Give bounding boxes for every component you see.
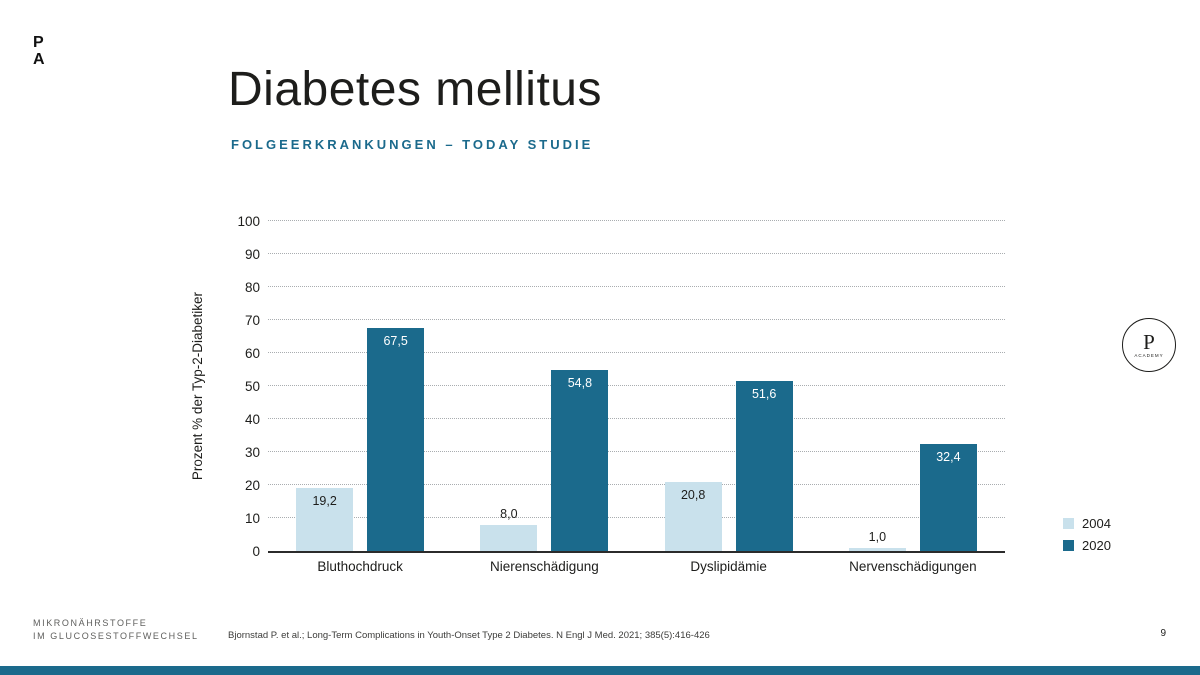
bar-value-label: 67,5 bbox=[383, 334, 408, 349]
bar-2004: 8,0 bbox=[480, 507, 538, 551]
badge-word: ACADEMY bbox=[1134, 353, 1164, 358]
bar-value-label: 19,2 bbox=[312, 493, 337, 508]
plot-area: 19,2 67,5 8,0 54,8 20,8 51,6 1,0 32,4 bbox=[268, 220, 1005, 553]
y-axis-title: Prozent % der Typ-2-Diabetiker bbox=[186, 221, 208, 551]
y-tick-label: 20 bbox=[244, 478, 260, 493]
bar-group: 20,8 51,6 bbox=[637, 221, 821, 551]
legend-swatch bbox=[1063, 540, 1074, 551]
legend-label: 2020 bbox=[1082, 538, 1111, 553]
y-tick-label: 50 bbox=[244, 379, 260, 394]
academy-badge-logo: P ACADEMY bbox=[1122, 318, 1176, 372]
y-tick-label: 0 bbox=[252, 544, 260, 559]
pa-logo: P A bbox=[33, 34, 45, 68]
gridline bbox=[268, 253, 1005, 254]
y-axis-title-text: Prozent % der Typ-2-Diabetiker bbox=[189, 291, 205, 481]
pa-logo-letter-a: A bbox=[33, 51, 46, 68]
legend-swatch bbox=[1063, 518, 1074, 529]
category-label: Nierenschädigung bbox=[489, 559, 599, 574]
category-label: Dyslipidämie bbox=[690, 559, 767, 574]
y-tick-label: 70 bbox=[244, 313, 260, 328]
badge-letter: P bbox=[1143, 330, 1155, 354]
page-number: 9 bbox=[1160, 628, 1166, 639]
y-tick-label: 10 bbox=[244, 511, 260, 526]
y-tick-label: 100 bbox=[237, 214, 260, 229]
bar-value-label: 8,0 bbox=[500, 506, 518, 521]
legend-item-2004: 2004 bbox=[1063, 516, 1111, 531]
gridline bbox=[268, 517, 1005, 518]
bar-value-label: 32,4 bbox=[936, 450, 961, 465]
pa-logo-letter-p: P bbox=[33, 34, 45, 51]
gridline bbox=[268, 451, 1005, 452]
y-tick-label: 60 bbox=[244, 346, 260, 361]
bar-2004: 20,8 bbox=[664, 482, 722, 551]
bar-group: 8,0 54,8 bbox=[452, 221, 636, 551]
bar-value-label: 20,8 bbox=[680, 488, 706, 503]
bar-2004: 1,0 bbox=[848, 530, 906, 551]
chart-legend: 2004 2020 bbox=[1063, 516, 1111, 553]
bar-2020: 32,4 bbox=[919, 444, 977, 551]
y-tick-label: 90 bbox=[244, 247, 260, 262]
gridline bbox=[268, 418, 1005, 419]
y-tick-label: 40 bbox=[244, 412, 260, 427]
y-tick-label: 80 bbox=[244, 280, 260, 295]
bar-group: 1,0 32,4 bbox=[821, 221, 1005, 551]
footer-series-line2: IM GLUCOSESTOFFWECHSEL bbox=[33, 631, 199, 641]
footer-series-title: MIKRONÄHRSTOFFE IM GLUCOSESTOFFWECHSEL bbox=[33, 617, 199, 643]
gridline bbox=[268, 220, 1005, 221]
gridline bbox=[268, 352, 1005, 353]
gridline bbox=[268, 319, 1005, 320]
citation: Bjornstad P. et al.; Long-Term Complicat… bbox=[228, 630, 710, 641]
footer-series-line1: MIKRONÄHRSTOFFE bbox=[33, 618, 148, 628]
bar-group: 19,2 67,5 bbox=[268, 221, 452, 551]
bar-value-label: 1,0 bbox=[868, 529, 887, 544]
y-axis-ticks: 0 10 20 30 40 50 60 70 80 90 100 bbox=[214, 214, 260, 559]
legend-label: 2004 bbox=[1082, 516, 1111, 531]
bar-2020: 67,5 bbox=[367, 328, 425, 551]
gridline bbox=[268, 484, 1005, 485]
gridline bbox=[268, 385, 1005, 386]
slide-subtitle: FOLGEERKRANKUNGEN – TODAY STUDIE bbox=[231, 137, 594, 152]
x-axis-labels: Bluthochdruck Nierenschädigung Dyslipidämi… bbox=[268, 559, 1005, 574]
bar-2004: 19,2 bbox=[296, 487, 354, 551]
gridline bbox=[268, 286, 1005, 287]
bottom-accent-bar bbox=[0, 666, 1200, 675]
legend-item-2020: 2020 bbox=[1063, 538, 1111, 553]
category-label: Nervenschädigungen bbox=[849, 559, 977, 574]
slide-title: Diabetes mellitus bbox=[228, 63, 602, 116]
bar-value-label: 54,8 bbox=[567, 376, 593, 391]
bar-2020: 54,8 bbox=[551, 370, 609, 551]
category-label: Bluthochdruck bbox=[317, 559, 403, 574]
bar-value-label: 51,6 bbox=[751, 386, 777, 401]
y-tick-label: 30 bbox=[244, 445, 260, 460]
bar-2020: 51,6 bbox=[735, 380, 793, 551]
